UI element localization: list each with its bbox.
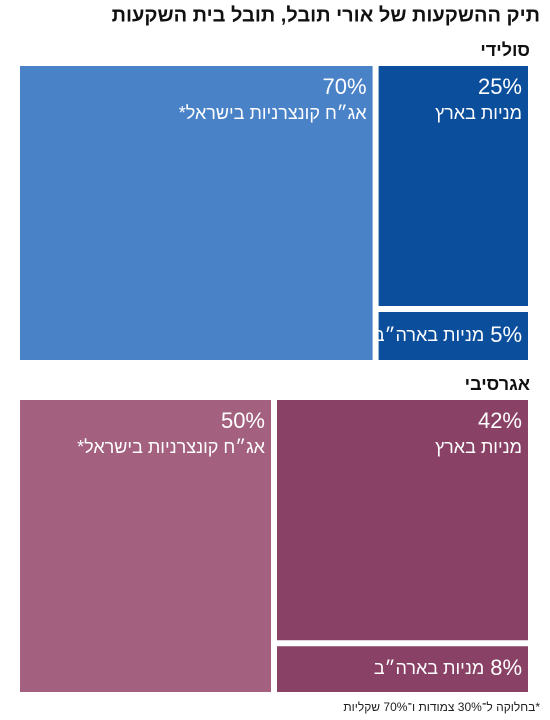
treemap-cell	[277, 646, 528, 692]
value-label: 50%	[221, 408, 265, 433]
category-label: מניות בארץ	[435, 437, 522, 457]
category-label: מניות בארה״ב	[374, 658, 484, 678]
panel-title: סולידי	[480, 40, 530, 60]
treemap-cell	[378, 66, 528, 306]
treemap-cell	[378, 312, 528, 360]
footnote: *בחלוקה ל־30% צמודות ו־70% שקליות	[343, 700, 540, 714]
category-label: אג״ח קונצרניות בישראל*	[179, 103, 368, 123]
category-label: מניות בארץ	[435, 103, 522, 123]
value-label: 42%	[478, 408, 522, 433]
value-label: 25%	[478, 74, 522, 99]
chart-title: תיק ההשקעות של אורי תובל, תובל בית השקעו…	[112, 4, 540, 26]
category-label: מניות בארה״ב	[374, 325, 484, 345]
treemap-cell	[20, 400, 271, 692]
treemap-cell	[277, 400, 528, 641]
treemap-cell	[20, 66, 373, 360]
category-label: אג״ח קונצרניות בישראל*	[77, 437, 266, 457]
value-label: 8%	[490, 655, 522, 680]
value-label: 70%	[323, 74, 367, 99]
panel-title: אגרסיבי	[465, 374, 530, 394]
value-label: 5%	[490, 322, 522, 347]
